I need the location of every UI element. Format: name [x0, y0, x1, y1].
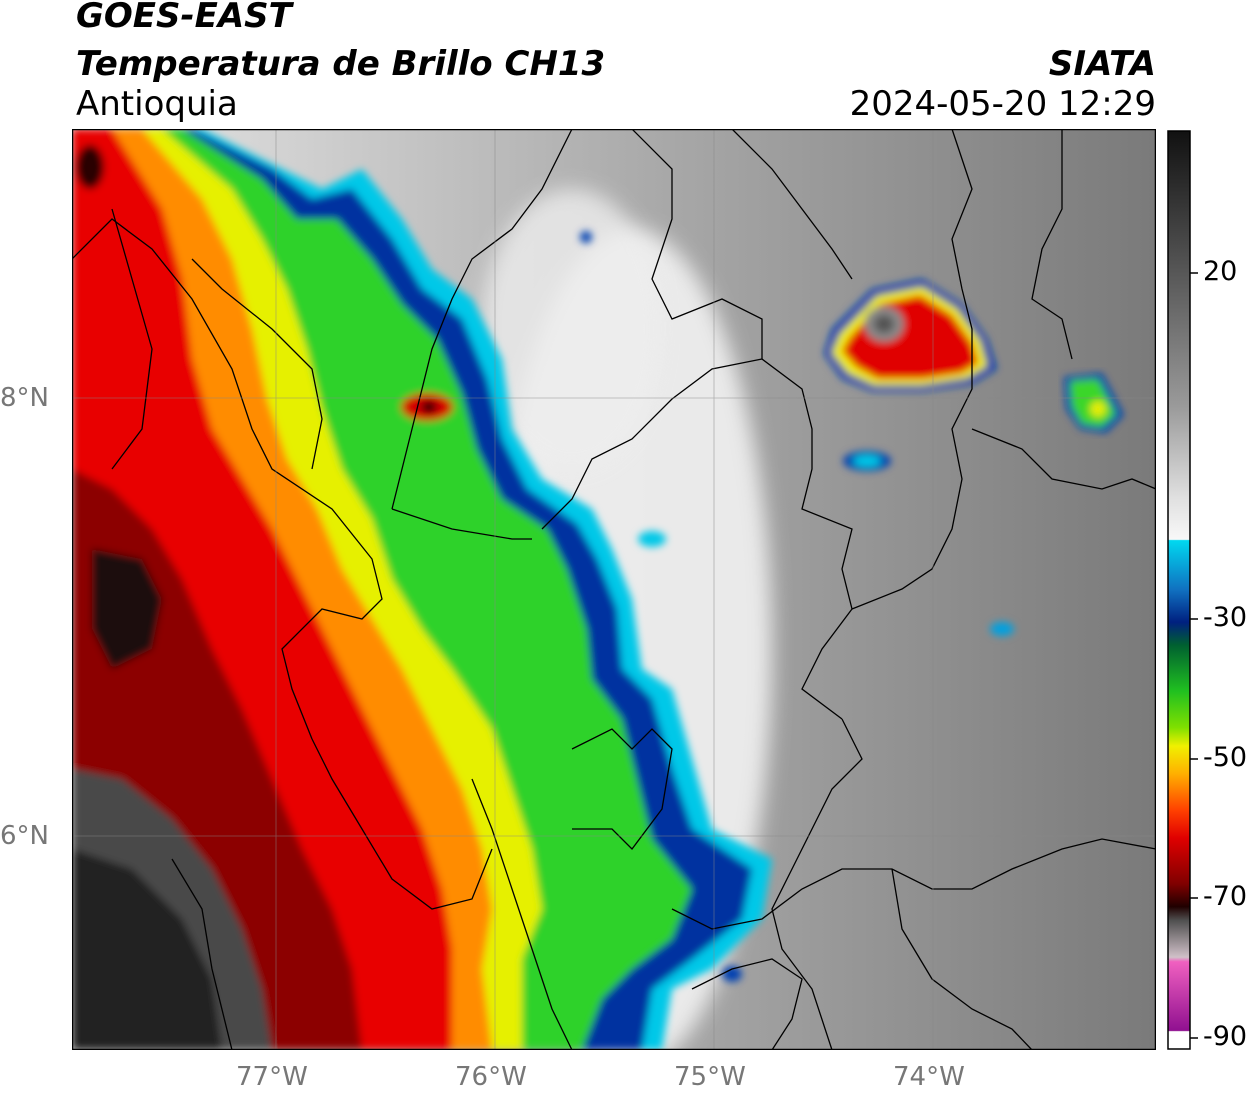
satellite-map [72, 129, 1156, 1050]
product-title: Temperatura de Brillo CH13 [76, 44, 606, 84]
small-cold-cells [580, 231, 1014, 982]
colorbar-tick-minus90: -90 [1203, 1021, 1248, 1052]
storm-cell-northeast [824, 279, 997, 391]
datetime-label: 2024-05-20 12:29 [849, 84, 1156, 124]
contour-black-2 [72, 849, 222, 1050]
graticule [72, 129, 1156, 1050]
colorbar-tick-minus50: -50 [1203, 742, 1248, 773]
lon-tick-77w: 77°W [236, 1062, 308, 1092]
colorbar-ticks [1190, 272, 1198, 1039]
colorbar-tick-20: 20 [1203, 256, 1238, 287]
lon-tick-74w: 74°W [893, 1062, 965, 1092]
lon-tick-76w: 76°W [455, 1062, 527, 1092]
colorbar-tick-minus30: -30 [1203, 602, 1248, 633]
agency-label: SIATA [1048, 44, 1156, 84]
colorbar-tick-minus70: -70 [1203, 881, 1248, 912]
bright-cloud-band-2 [482, 189, 662, 469]
satellite-title: GOES-EAST [76, 0, 292, 36]
lat-tick-6n: 6°N [0, 821, 49, 851]
admin-boundaries [72, 129, 1156, 1050]
cloud-shield [72, 129, 772, 1050]
contour-black [92, 549, 162, 669]
map-frame [72, 129, 1156, 1050]
colorbar [1167, 130, 1191, 1050]
lat-tick-8n: 8°N [0, 383, 49, 413]
storm-cell-east [1064, 373, 1124, 433]
region-label: Antioquia [76, 84, 238, 124]
lon-tick-75w: 75°W [674, 1062, 746, 1092]
